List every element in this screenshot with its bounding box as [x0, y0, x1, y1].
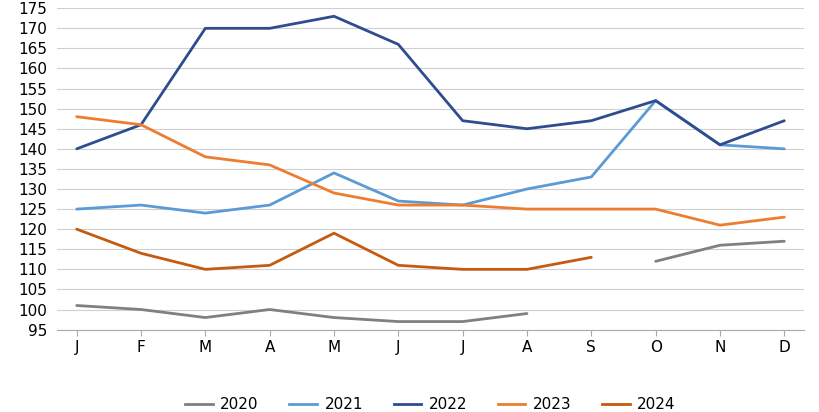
Legend: 2020, 2021, 2022, 2023, 2024: 2020, 2021, 2022, 2023, 2024: [179, 391, 681, 412]
